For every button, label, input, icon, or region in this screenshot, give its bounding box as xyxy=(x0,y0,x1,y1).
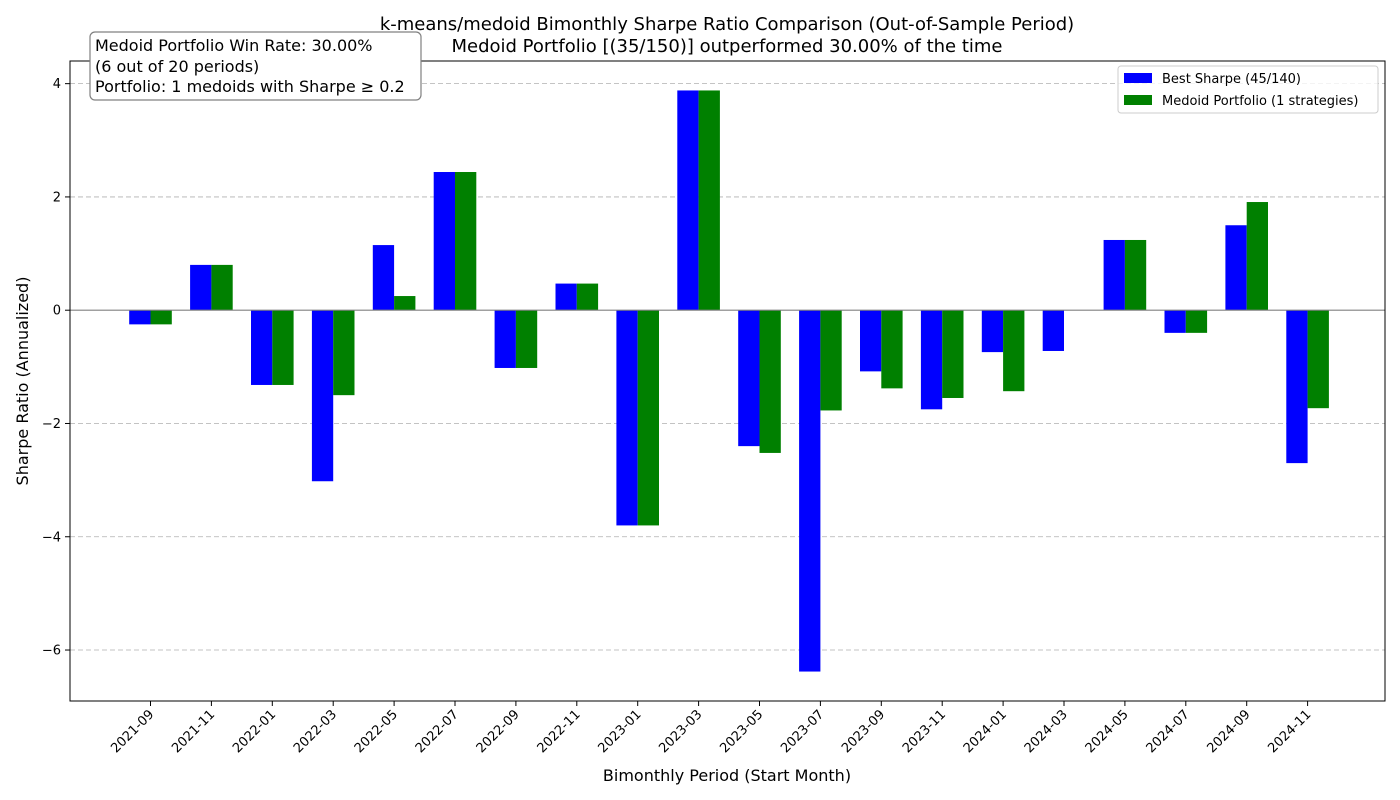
bar-best-sharpe xyxy=(677,90,699,311)
bar-medoid-portfolio xyxy=(698,90,720,311)
y-tick-label: 2 xyxy=(53,190,61,205)
x-tick-label: 2022-11 xyxy=(535,707,584,756)
x-axis-label: Bimonthly Period (Start Month) xyxy=(603,766,851,785)
axes-frame xyxy=(69,60,1386,702)
bar-medoid-portfolio xyxy=(272,310,294,385)
bar-best-sharpe xyxy=(190,264,212,311)
bar-medoid-portfolio xyxy=(881,310,903,389)
bar-medoid-portfolio xyxy=(942,310,964,398)
bar-best-sharpe xyxy=(555,283,577,311)
bar-medoid-portfolio xyxy=(150,310,172,325)
x-tick-label: 2022-03 xyxy=(291,707,340,756)
x-tick-label: 2023-07 xyxy=(778,707,827,756)
bar-best-sharpe xyxy=(372,245,395,311)
x-tick-label: 2023-03 xyxy=(656,707,705,756)
bar-medoid-portfolio xyxy=(1185,310,1208,333)
bar-best-sharpe xyxy=(1225,225,1247,311)
bar-medoid-portfolio xyxy=(820,310,842,411)
bar-best-sharpe xyxy=(251,310,273,385)
y-axis-label: Sharpe Ratio (Annualized) xyxy=(13,277,32,486)
bar-best-sharpe xyxy=(129,310,151,325)
bar-best-sharpe xyxy=(433,172,455,311)
legend-box xyxy=(1117,65,1379,114)
bar-best-sharpe xyxy=(1286,310,1308,464)
bar-medoid-portfolio xyxy=(394,296,416,311)
bar-best-sharpe xyxy=(920,310,943,410)
x-tick-label: 2023-09 xyxy=(839,707,888,756)
y-tick-label: 0 xyxy=(53,304,61,319)
bar-best-sharpe xyxy=(311,310,334,482)
y-axis-ticks: −6 −4 −2 0 2 4 xyxy=(42,77,70,659)
bar-best-sharpe xyxy=(616,310,638,526)
x-tick-label: 2023-05 xyxy=(717,707,766,756)
bar-medoid-portfolio xyxy=(637,310,659,526)
chart-title: k-means/medoid Bimonthly Sharpe Ratio Co… xyxy=(380,14,1074,35)
x-tick-label: 2022-07 xyxy=(413,707,462,756)
bar-best-sharpe xyxy=(1103,239,1125,311)
bar-medoid-portfolio xyxy=(1003,310,1025,392)
x-tick-label: 2021-11 xyxy=(169,707,218,756)
bar-medoid-portfolio xyxy=(1307,310,1329,409)
legend: Best Sharpe (45/140) Medoid Portfolio (1… xyxy=(1117,65,1379,114)
legend-label-medoid-portfolio: Medoid Portfolio (1 strategies) xyxy=(1162,94,1359,109)
x-tick-label: 2024-07 xyxy=(1144,707,1193,756)
bar-medoid-portfolio xyxy=(515,310,538,368)
x-tick-label: 2024-03 xyxy=(1022,707,1071,756)
grid-lines xyxy=(70,83,1385,651)
y-tick-label: −2 xyxy=(42,417,61,432)
x-tick-label: 2022-05 xyxy=(352,707,401,756)
bar-medoid-portfolio xyxy=(576,283,599,311)
bar-medoid-portfolio xyxy=(1246,202,1268,311)
bar-best-sharpe xyxy=(1164,310,1186,333)
bar-medoid-portfolio xyxy=(333,310,355,396)
win-rate-annotation: Medoid Portfolio Win Rate: 30.00% (6 out… xyxy=(89,31,422,101)
y-tick-label: 4 xyxy=(53,77,61,92)
annotation-line-portfolio: Portfolio: 1 medoids with Sharpe ≥ 0.2 xyxy=(95,77,405,96)
x-tick-label: 2022-09 xyxy=(474,707,523,756)
bar-best-sharpe xyxy=(494,310,516,368)
x-tick-label: 2022-01 xyxy=(230,707,279,756)
bar-medoid-portfolio xyxy=(455,172,477,311)
x-tick-label: 2023-01 xyxy=(596,707,645,756)
bar-best-sharpe xyxy=(799,310,821,672)
bars xyxy=(129,90,1329,672)
x-axis-ticks: 2021-09 2021-11 2022-01 2022-03 2022-05 2022-… xyxy=(108,701,1314,756)
x-tick-label: 2024-05 xyxy=(1083,707,1132,756)
bar-best-sharpe xyxy=(738,310,760,447)
annotation-line-win-rate: Medoid Portfolio Win Rate: 30.00% xyxy=(95,36,373,55)
x-tick-label: 2023-11 xyxy=(900,707,949,756)
legend-label-best-sharpe: Best Sharpe (45/140) xyxy=(1162,72,1301,87)
legend-swatch-medoid-portfolio xyxy=(1124,95,1152,105)
x-tick-label: 2021-09 xyxy=(108,707,157,756)
x-tick-label: 2024-11 xyxy=(1265,707,1314,756)
y-tick-label: −4 xyxy=(42,530,61,545)
chart-subtitle: Medoid Portfolio [(35/150)] outperformed… xyxy=(451,36,1002,57)
x-tick-label: 2024-01 xyxy=(961,707,1010,756)
bar-medoid-portfolio xyxy=(1124,239,1147,311)
annotation-line-periods: (6 out of 20 periods) xyxy=(95,57,259,76)
bar-medoid-portfolio xyxy=(211,264,233,311)
bar-best-sharpe xyxy=(981,310,1004,353)
y-tick-label: −6 xyxy=(42,644,61,659)
bar-medoid-portfolio xyxy=(759,310,781,453)
x-tick-label: 2024-09 xyxy=(1205,707,1254,756)
bar-best-sharpe xyxy=(1042,310,1064,351)
legend-swatch-best-sharpe xyxy=(1124,73,1152,83)
annotation-box xyxy=(89,31,422,101)
bar-best-sharpe xyxy=(860,310,882,372)
